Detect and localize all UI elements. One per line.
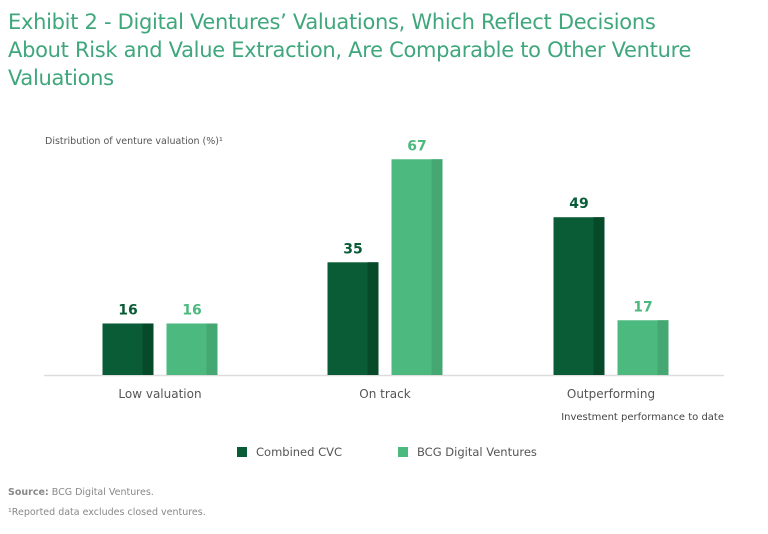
- legend-swatch-combined-cvc: [237, 447, 247, 457]
- bar-shade: [593, 217, 605, 375]
- category-label: Outperforming: [567, 387, 655, 401]
- footnote: ¹Reported data excludes closed ventures.: [8, 507, 206, 518]
- data-label-combined-cvc: 35: [343, 241, 362, 257]
- y-axis-label: Distribution of venture valuation (%)¹: [45, 136, 223, 147]
- bar-shade: [206, 323, 218, 375]
- bar-chart: 16 16 35 67 49 17 Low valuation On track Outper…: [44, 138, 724, 401]
- legend-label: BCG Digital Ventures: [417, 445, 537, 459]
- data-label-bcg-digital-ventures: 16: [182, 302, 201, 318]
- bar-combined-cvc: [102, 323, 154, 375]
- bar-shade: [367, 262, 379, 375]
- legend-item-combined-cvc: Combined CVC: [237, 445, 342, 459]
- bar-bcg-digital-ventures: [617, 320, 669, 375]
- source-text: BCG Digital Ventures.: [48, 487, 154, 498]
- x-axis-label: Investment performance to date: [561, 412, 724, 423]
- bar-shade: [431, 159, 443, 375]
- legend-item-bcg-digital-ventures: BCG Digital Ventures: [398, 445, 537, 459]
- legend-label: Combined CVC: [256, 445, 343, 459]
- bar-combined-cvc: [553, 217, 605, 375]
- data-label-bcg-digital-ventures: 17: [633, 299, 652, 315]
- bar-shade: [657, 320, 669, 375]
- bar-bcg-digital-ventures: [166, 323, 218, 375]
- legend-swatch-bcg-digital-ventures: [398, 447, 408, 457]
- source-note: Source: BCG Digital Ventures.: [8, 487, 154, 498]
- bar-combined-cvc: [327, 262, 379, 375]
- chart-title: Exhibit 2 - Digital Ventures’ Valuations…: [8, 10, 692, 90]
- source-label: Source:: [8, 487, 49, 498]
- data-label-combined-cvc: 49: [569, 196, 588, 212]
- data-label-bcg-digital-ventures: 67: [407, 138, 426, 154]
- legend: Combined CVC BCG Digital Ventures: [0, 445, 768, 459]
- category-label: Low valuation: [118, 387, 201, 401]
- category-label: On track: [359, 387, 410, 401]
- bar-bcg-digital-ventures: [391, 159, 443, 375]
- bar-shade: [142, 323, 154, 375]
- data-label-combined-cvc: 16: [118, 302, 137, 318]
